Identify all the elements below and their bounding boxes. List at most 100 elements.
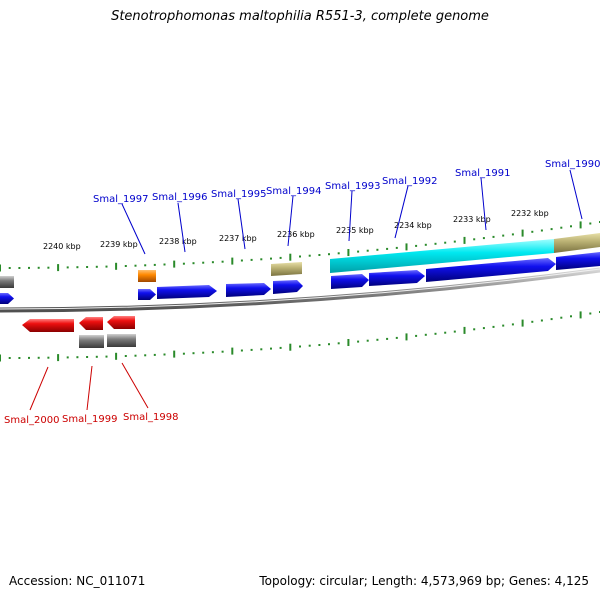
grey-feature[interactable] — [0, 276, 14, 288]
scale-label: 2233 kbp — [453, 215, 491, 224]
major-tick — [57, 354, 60, 362]
minor-tick — [250, 348, 253, 351]
orange-feature[interactable] — [138, 270, 156, 282]
major-tick — [521, 319, 524, 327]
gene-label-smal-1992[interactable]: Smal_1992 — [382, 176, 437, 187]
minor-tick — [28, 356, 30, 359]
forward-gene-arrow[interactable] — [369, 270, 425, 286]
gene-label-smal-2000[interactable]: Smal_2000 — [4, 415, 59, 426]
minor-tick — [279, 256, 282, 259]
gene-label-smal-1995[interactable]: Smal_1995 — [211, 189, 266, 200]
forward-genes — [0, 252, 600, 304]
forward-gene-arrow[interactable] — [426, 258, 556, 282]
minor-tick — [386, 247, 389, 250]
minor-tick — [240, 349, 243, 352]
grey-feature[interactable] — [79, 335, 104, 348]
gene-label-smal-1999[interactable]: Smal_1999 — [62, 414, 117, 425]
minor-tick — [434, 242, 437, 245]
minor-tick — [66, 356, 69, 359]
minor-tick — [502, 234, 505, 237]
scale-label: 2235 kbp — [336, 226, 374, 235]
callout-line — [29, 366, 49, 411]
minor-tick — [589, 312, 592, 315]
minor-tick — [337, 342, 340, 345]
minor-tick — [105, 265, 108, 268]
minor-tick — [8, 357, 11, 359]
minor-tick — [76, 266, 79, 269]
major-tick — [579, 311, 582, 319]
minor-tick — [270, 347, 272, 350]
minor-tick — [415, 244, 418, 247]
minor-tick — [366, 249, 369, 252]
major-tick — [289, 253, 292, 261]
minor-tick — [153, 263, 156, 266]
gene-label-smal-1996[interactable]: Smal_1996 — [152, 192, 207, 203]
forward-gene-arrow[interactable] — [157, 285, 217, 299]
minor-tick — [124, 355, 127, 357]
forward-tick-ruler — [0, 221, 600, 272]
ruler-major-ticks — [0, 311, 582, 362]
inner-feature-ring — [79, 334, 136, 348]
minor-tick — [202, 351, 205, 354]
callout-line — [177, 202, 186, 253]
minor-tick — [357, 340, 360, 343]
minor-tick — [570, 315, 572, 318]
minor-tick — [163, 353, 166, 356]
minor-tick — [299, 345, 301, 348]
gene-label-smal-1998[interactable]: Smal_1998 — [123, 412, 178, 423]
scale-label: 2234 kbp — [394, 221, 432, 230]
major-tick — [173, 350, 176, 358]
minor-tick — [415, 334, 418, 337]
minor-tick — [502, 324, 505, 327]
minor-tick — [444, 331, 447, 334]
major-tick — [521, 229, 524, 237]
minor-tick — [211, 261, 214, 264]
minor-tick — [376, 338, 379, 341]
minor-tick — [434, 332, 437, 335]
reverse-gene-arrow[interactable] — [22, 319, 74, 332]
minor-tick — [424, 243, 427, 246]
reverse-gene-arrow[interactable] — [79, 317, 103, 330]
callout-line — [394, 185, 409, 239]
gene-label-smal-1997[interactable]: Smal_1997 — [93, 194, 148, 205]
gene-label-smal-1990[interactable]: Smal_1990 — [545, 159, 600, 170]
minor-tick — [250, 258, 253, 261]
forward-gene-arrow[interactable] — [556, 252, 600, 270]
reverse-callout-lines — [29, 362, 149, 411]
callout-line — [237, 198, 246, 250]
minor-tick — [366, 339, 369, 342]
minor-tick — [28, 266, 30, 269]
forward-gene-arrow[interactable] — [273, 280, 303, 294]
forward-gene-arrow[interactable] — [138, 289, 156, 300]
grey-feature[interactable] — [107, 334, 136, 347]
cyan-feature[interactable] — [330, 239, 554, 273]
khaki-feature[interactable] — [554, 233, 600, 253]
gene-label-smal-1991[interactable]: Smal_1991 — [455, 168, 510, 179]
minor-tick — [531, 320, 534, 323]
minor-tick — [308, 254, 311, 257]
minor-tick — [386, 337, 389, 340]
minor-tick — [318, 344, 321, 346]
major-tick — [405, 333, 408, 341]
khaki-feature[interactable] — [271, 262, 302, 276]
major-tick — [231, 257, 234, 265]
minor-tick — [221, 260, 224, 263]
minor-tick — [18, 357, 21, 359]
map-title: Stenotrophomonas maltophilia R551-3, com… — [111, 9, 489, 24]
gene-label-smal-1993[interactable]: Smal_1993 — [325, 181, 380, 192]
minor-tick — [444, 241, 447, 244]
reverse-gene-arrow[interactable] — [107, 316, 135, 329]
major-tick — [347, 339, 350, 346]
minor-tick — [299, 255, 301, 258]
minor-tick — [328, 343, 330, 346]
forward-gene-arrow[interactable] — [0, 293, 14, 304]
forward-gene-arrow[interactable] — [331, 274, 369, 289]
minor-tick — [560, 316, 563, 319]
forward-gene-arrow[interactable] — [226, 283, 271, 297]
gene-label-smal-1994[interactable]: Smal_1994 — [266, 186, 321, 197]
minor-tick — [182, 352, 185, 355]
major-tick — [115, 262, 118, 270]
minor-tick — [511, 323, 514, 326]
callout-line — [348, 190, 353, 242]
